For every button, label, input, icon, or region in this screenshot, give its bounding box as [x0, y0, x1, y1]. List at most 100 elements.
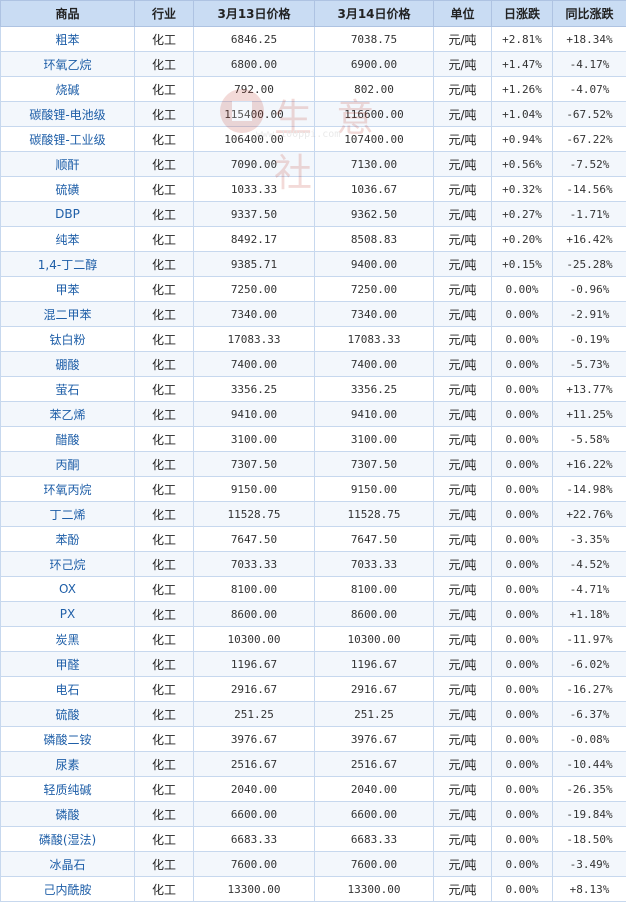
commodity-name[interactable]: 炭黑 — [0, 626, 135, 652]
commodity-name[interactable]: PX — [0, 601, 135, 627]
industry-cell: 化工 — [134, 701, 194, 727]
commodity-name[interactable]: 环氧丙烷 — [0, 476, 135, 502]
commodity-name[interactable]: 磷酸二铵 — [0, 726, 135, 752]
commodity-name[interactable]: 丁二烯 — [0, 501, 135, 527]
daily-change-cell: 0.00% — [491, 801, 553, 827]
industry-cell: 化工 — [134, 376, 194, 402]
table-row: 萤石 化工 3356.25 3356.25 元/吨 0.00% +13.77% — [0, 376, 626, 402]
price-mar14-cell: 1036.67 — [314, 176, 434, 202]
header-price-mar14[interactable]: 3月14日价格 — [314, 0, 434, 27]
unit-cell: 元/吨 — [433, 351, 492, 377]
commodity-name[interactable]: 磷酸(湿法) — [0, 826, 135, 852]
commodity-name[interactable]: 碳酸锂-工业级 — [0, 126, 135, 152]
price-mar14-cell: 802.00 — [314, 76, 434, 102]
commodity-name[interactable]: OX — [0, 576, 135, 602]
unit-cell: 元/吨 — [433, 826, 492, 852]
commodity-name[interactable]: 尿素 — [0, 751, 135, 777]
unit-cell: 元/吨 — [433, 251, 492, 277]
commodity-name[interactable]: 轻质纯碱 — [0, 776, 135, 802]
commodity-name[interactable]: 烧碱 — [0, 76, 135, 102]
yoy-change-cell: -4.71% — [552, 576, 626, 602]
table-row: 硫磺 化工 1033.33 1036.67 元/吨 +0.32% -14.56% — [0, 176, 626, 202]
daily-change-cell: +1.04% — [491, 101, 553, 127]
daily-change-cell: 0.00% — [491, 301, 553, 327]
unit-cell: 元/吨 — [433, 401, 492, 427]
commodity-name[interactable]: 醋酸 — [0, 426, 135, 452]
table-row: 苯乙烯 化工 9410.00 9410.00 元/吨 0.00% +11.25% — [0, 401, 626, 427]
yoy-change-cell: -3.35% — [552, 526, 626, 552]
daily-change-cell: 0.00% — [491, 851, 553, 877]
commodity-name[interactable]: 粗苯 — [0, 26, 135, 52]
price-mar14-cell: 9400.00 — [314, 251, 434, 277]
yoy-change-cell: +18.34% — [552, 26, 626, 52]
commodity-name[interactable]: 甲醛 — [0, 651, 135, 677]
commodity-name[interactable]: 碳酸锂-电池级 — [0, 101, 135, 127]
yoy-change-cell: -4.17% — [552, 51, 626, 77]
daily-change-cell: 0.00% — [491, 351, 553, 377]
commodity-name[interactable]: 硼酸 — [0, 351, 135, 377]
industry-cell: 化工 — [134, 451, 194, 477]
header-price-mar13[interactable]: 3月13日价格 — [193, 0, 315, 27]
yoy-change-cell: -4.07% — [552, 76, 626, 102]
price-mar14-cell: 6683.33 — [314, 826, 434, 852]
header-unit[interactable]: 单位 — [433, 0, 492, 27]
header-daily-change[interactable]: 日涨跌 — [491, 0, 553, 27]
yoy-change-cell: -10.44% — [552, 751, 626, 777]
commodity-name[interactable]: 硫磺 — [0, 176, 135, 202]
commodity-name[interactable]: 纯苯 — [0, 226, 135, 252]
commodity-name[interactable]: 丙酮 — [0, 451, 135, 477]
commodity-name[interactable]: 冰晶石 — [0, 851, 135, 877]
commodity-name[interactable]: 萤石 — [0, 376, 135, 402]
table-row: 粗苯 化工 6846.25 7038.75 元/吨 +2.81% +18.34% — [0, 26, 626, 52]
daily-change-cell: 0.00% — [491, 276, 553, 302]
commodity-name[interactable]: 磷酸 — [0, 801, 135, 827]
daily-change-cell: +0.15% — [491, 251, 553, 277]
price-mar14-cell: 7600.00 — [314, 851, 434, 877]
daily-change-cell: +2.81% — [491, 26, 553, 52]
price-mar14-cell: 7250.00 — [314, 276, 434, 302]
industry-cell: 化工 — [134, 326, 194, 352]
daily-change-cell: 0.00% — [491, 526, 553, 552]
daily-change-cell: 0.00% — [491, 776, 553, 802]
commodity-name[interactable]: 环氧乙烷 — [0, 51, 135, 77]
price-mar14-cell: 17083.33 — [314, 326, 434, 352]
commodity-name[interactable]: 电石 — [0, 676, 135, 702]
industry-cell: 化工 — [134, 226, 194, 252]
commodity-name[interactable]: 混二甲苯 — [0, 301, 135, 327]
header-yoy-change[interactable]: 同比涨跌 — [552, 0, 626, 27]
table-row: 顺酐 化工 7090.00 7130.00 元/吨 +0.56% -7.52% — [0, 151, 626, 177]
commodity-name[interactable]: 苯酚 — [0, 526, 135, 552]
table-row: 冰晶石 化工 7600.00 7600.00 元/吨 0.00% -3.49% — [0, 851, 626, 877]
price-mar13-cell: 106400.00 — [193, 126, 315, 152]
yoy-change-cell: -0.19% — [552, 326, 626, 352]
daily-change-cell: +1.47% — [491, 51, 553, 77]
header-industry[interactable]: 行业 — [134, 0, 194, 27]
commodity-name[interactable]: 环己烷 — [0, 551, 135, 577]
price-mar13-cell: 6600.00 — [193, 801, 315, 827]
price-mar13-cell: 7090.00 — [193, 151, 315, 177]
price-mar14-cell: 7647.50 — [314, 526, 434, 552]
daily-change-cell: +0.27% — [491, 201, 553, 227]
price-mar14-cell: 13300.00 — [314, 876, 434, 902]
commodity-name[interactable]: 钛白粉 — [0, 326, 135, 352]
price-mar13-cell: 9385.71 — [193, 251, 315, 277]
price-mar13-cell: 17083.33 — [193, 326, 315, 352]
yoy-change-cell: -67.22% — [552, 126, 626, 152]
daily-change-cell: 0.00% — [491, 751, 553, 777]
commodity-name[interactable]: 1,4-丁二醇 — [0, 251, 135, 277]
price-mar13-cell: 3976.67 — [193, 726, 315, 752]
commodity-name[interactable]: 硫酸 — [0, 701, 135, 727]
commodity-name[interactable]: DBP — [0, 201, 135, 227]
table-row: 环氧丙烷 化工 9150.00 9150.00 元/吨 0.00% -14.98% — [0, 476, 626, 502]
price-mar14-cell: 8600.00 — [314, 601, 434, 627]
yoy-change-cell: -14.98% — [552, 476, 626, 502]
daily-change-cell: 0.00% — [491, 726, 553, 752]
header-commodity[interactable]: 商品 — [0, 0, 135, 27]
unit-cell: 元/吨 — [433, 651, 492, 677]
commodity-name[interactable]: 己内酰胺 — [0, 876, 135, 902]
commodity-name[interactable]: 苯乙烯 — [0, 401, 135, 427]
commodity-name[interactable]: 顺酐 — [0, 151, 135, 177]
yoy-change-cell: +22.76% — [552, 501, 626, 527]
yoy-change-cell: -18.50% — [552, 826, 626, 852]
commodity-name[interactable]: 甲苯 — [0, 276, 135, 302]
